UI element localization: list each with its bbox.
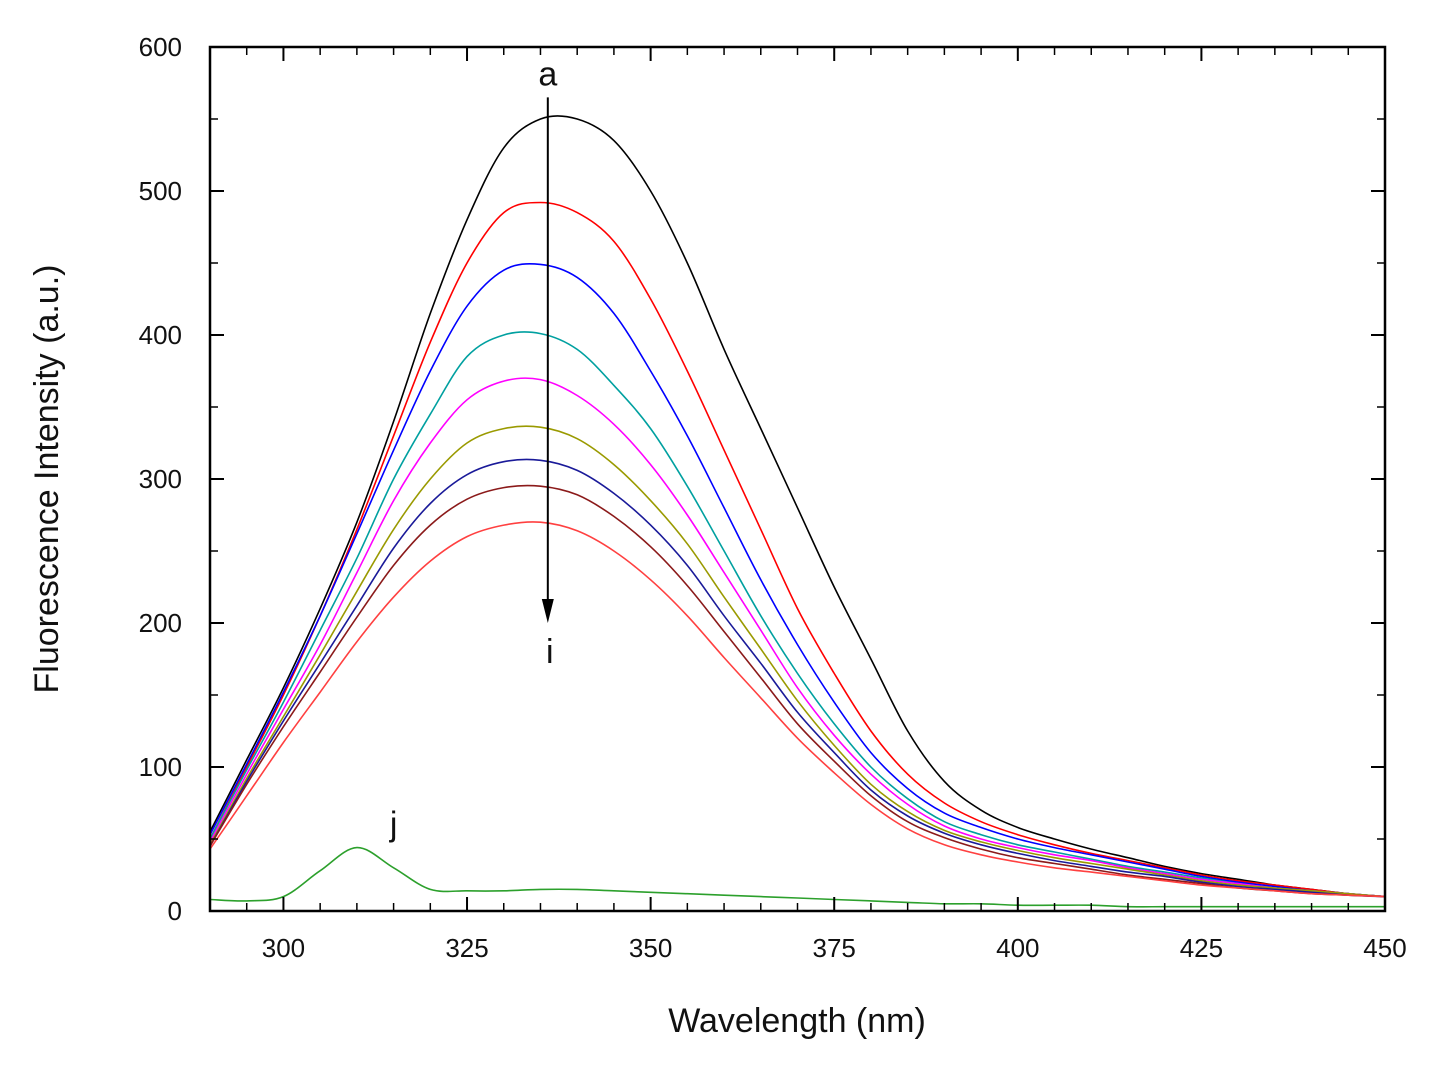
- series-line-c: [210, 263, 1385, 898]
- series-line-h: [210, 484, 1385, 898]
- x-tick-label: 300: [262, 933, 305, 963]
- ticks-layer: 300 325 350 375 400 425 450 0 100 200 300 400 500 600: [139, 32, 1407, 963]
- x-tick-label: 450: [1363, 933, 1406, 963]
- y-tick-label: 200: [139, 608, 182, 638]
- x-tick-label: 350: [629, 933, 672, 963]
- series-j-label: j: [389, 806, 398, 844]
- y-tick-label: 400: [139, 320, 182, 350]
- y-tick-label: 100: [139, 752, 182, 782]
- series-layer: [210, 115, 1385, 908]
- x-tick-label: 325: [445, 933, 488, 963]
- y-tick-label: 500: [139, 176, 182, 206]
- x-axis-title: Wavelength (nm): [668, 1002, 926, 1040]
- arrow-bottom-label: i: [546, 633, 554, 671]
- x-tick-label: 425: [1180, 933, 1223, 963]
- series-line-a: [210, 115, 1385, 898]
- series-line-b: [210, 201, 1385, 898]
- x-tick-label: 375: [813, 933, 856, 963]
- series-line-j: [210, 846, 1385, 908]
- x-tick-label: 400: [996, 933, 1039, 963]
- annotation-layer: a i j: [389, 55, 558, 843]
- y-tick-label: 600: [139, 32, 182, 62]
- y-axis-title: Fluorescence Intensity (a.u.): [28, 265, 66, 694]
- series-line-f: [210, 425, 1385, 898]
- series-line-i: [210, 521, 1385, 898]
- series-line-d: [210, 331, 1385, 898]
- series-line-e: [210, 377, 1385, 898]
- arrow-head: [541, 599, 554, 623]
- plot-frame: [208, 45, 1387, 913]
- arrow-top-label: a: [538, 55, 557, 93]
- y-tick-label: 300: [139, 464, 182, 494]
- series-line-g: [210, 458, 1385, 898]
- y-tick-label: 0: [168, 896, 182, 926]
